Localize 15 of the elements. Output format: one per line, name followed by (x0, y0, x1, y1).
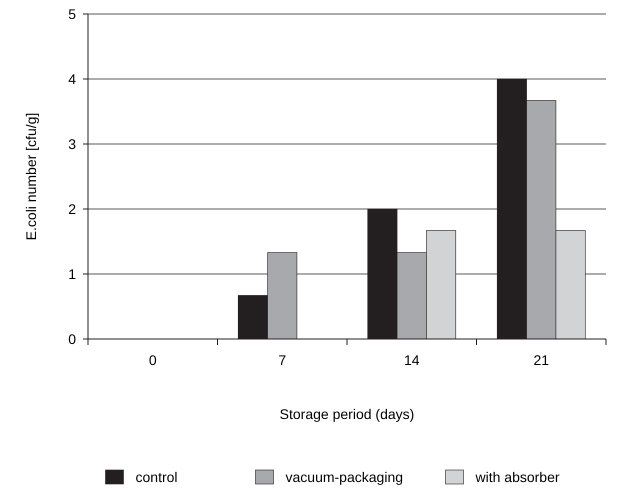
y-tick-label: 1 (68, 266, 76, 282)
x-axis-title: Storage period (days) (280, 406, 414, 422)
y-tick-label: 4 (68, 70, 76, 87)
y-axis-title: E.coli number [cfu/g] (23, 112, 39, 240)
x-tick-label: 7 (278, 352, 286, 368)
legend-label: control (136, 468, 178, 485)
y-tick-label: 0 (68, 330, 76, 347)
legend-label: vacuum-packaging (286, 468, 404, 485)
y-tick-label: 3 (68, 136, 76, 152)
x-tick-label: 14 (404, 352, 420, 368)
x-tick-label: 0 (148, 352, 157, 368)
x-tick-label: 21 (533, 352, 550, 368)
legend-label: with absorber (474, 468, 560, 485)
y-tick-label: 5 (68, 6, 76, 22)
y-tick-label: 2 (68, 200, 76, 217)
